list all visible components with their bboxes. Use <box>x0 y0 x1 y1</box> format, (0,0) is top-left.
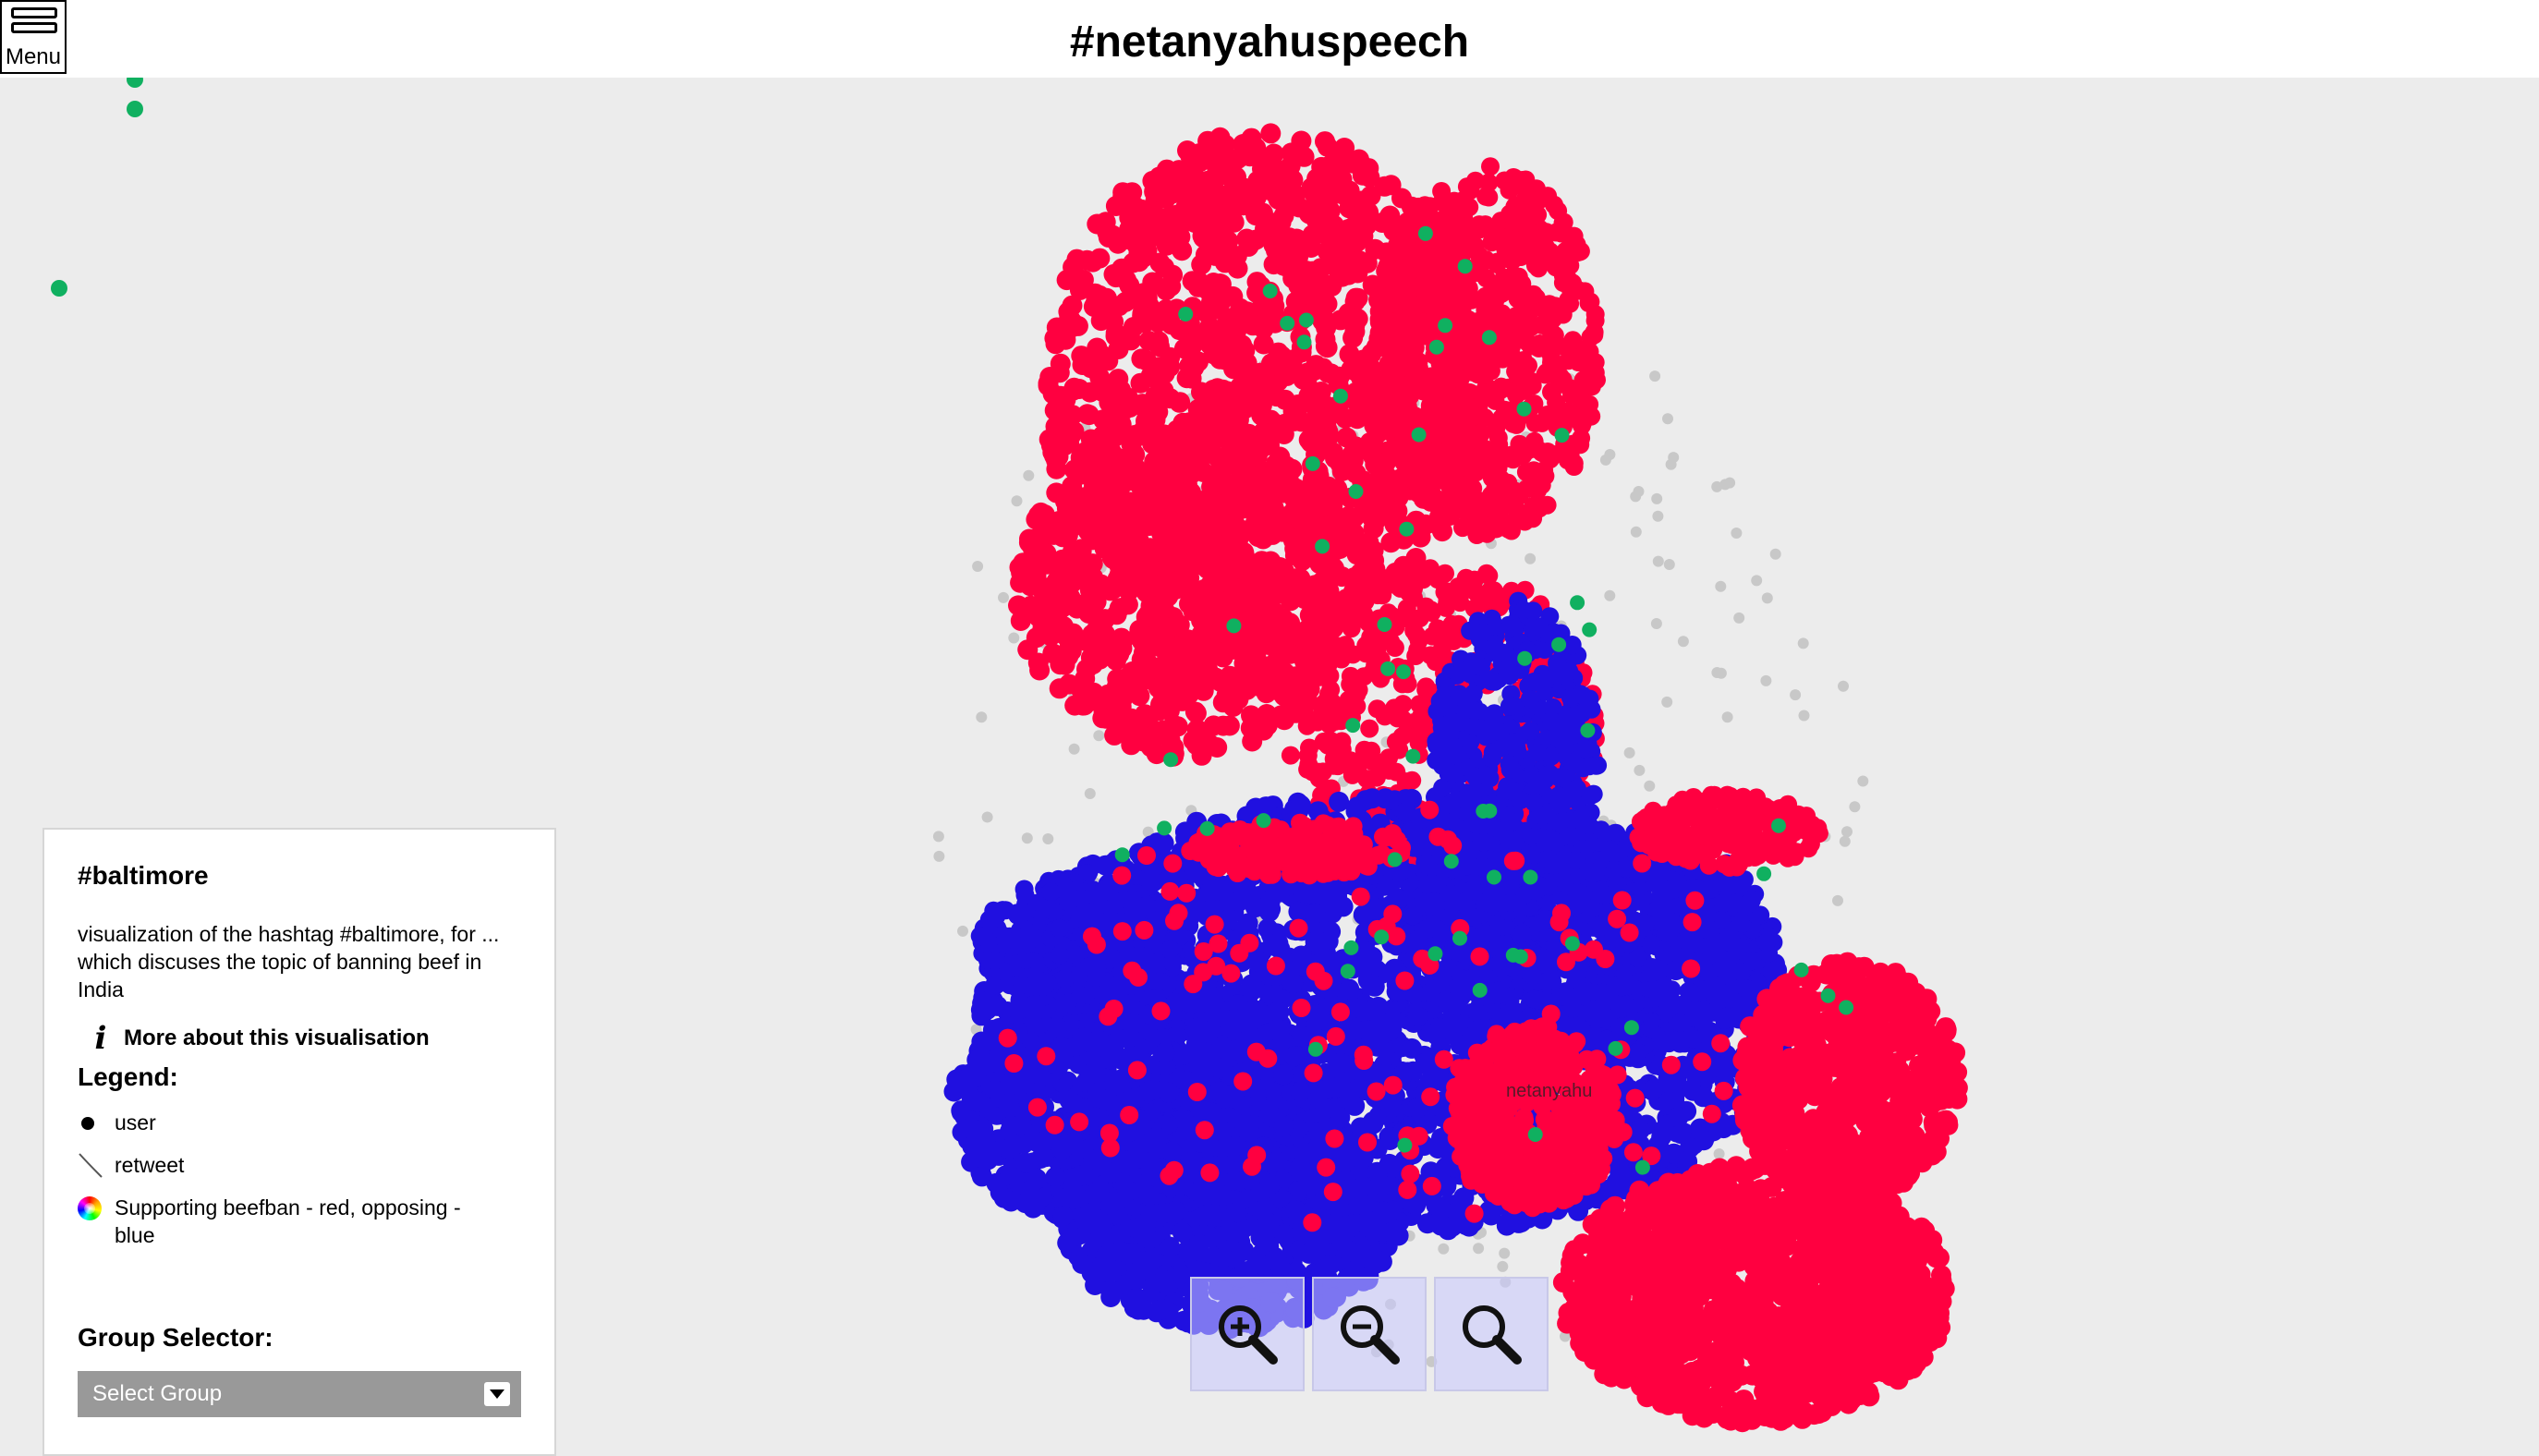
node-cluster <box>1552 1154 1955 1433</box>
top-bar: #netanyahuspeech <box>0 0 2539 78</box>
group-selector-title: Group Selector: <box>78 1323 273 1352</box>
node-cluster <box>970 869 1190 1016</box>
legend-label: retweet <box>115 1153 185 1177</box>
hamburger-icon <box>11 7 57 37</box>
group-select-value: Select Group <box>92 1381 223 1406</box>
page-title: #netanyahuspeech <box>1069 18 1470 67</box>
node-cluster <box>1427 591 1608 924</box>
legend-label: Supporting beefban - red, opposing - blu… <box>115 1195 461 1247</box>
panel-title: #baltimore <box>78 861 209 890</box>
node-cluster <box>1307 803 1854 1175</box>
node-cluster <box>1114 225 1598 979</box>
zoom-out-icon <box>1341 1305 1400 1365</box>
graph-node <box>51 280 67 297</box>
color-wheel-icon <box>78 1194 115 1221</box>
menu-button[interactable]: Menu <box>0 0 67 74</box>
info-panel: #baltimore visualization of the hashtag … <box>43 828 556 1456</box>
more-info-link[interactable]: i More about this visualisation <box>78 1020 430 1057</box>
zoom-fit-icon <box>1463 1305 1522 1365</box>
node-cluster <box>998 800 1781 1232</box>
more-info-label: More about this visualisation <box>124 1025 430 1050</box>
zoom-reset-button[interactable] <box>1434 1277 1549 1391</box>
zoom-in-button[interactable] <box>1190 1277 1305 1391</box>
legend-label: user <box>115 1110 156 1134</box>
node-cluster <box>1368 157 1606 544</box>
legend-item-retweet: retweet <box>78 1151 184 1179</box>
graph-node-label: netanyahu <box>1506 1081 1593 1101</box>
group-select[interactable]: Select Group <box>78 1371 521 1417</box>
edge-icon <box>78 1151 115 1179</box>
menu-label: Menu <box>5 44 62 69</box>
legend-item-color: Supporting beefban - red, opposing - blu… <box>78 1194 503 1249</box>
info-icon: i <box>94 1020 107 1057</box>
panel-description: visualization of the hashtag #baltimore,… <box>78 922 500 1001</box>
zoom-in-icon <box>1219 1305 1278 1365</box>
zoom-out-button[interactable] <box>1312 1277 1427 1391</box>
graph-node <box>127 101 143 117</box>
chevron-down-icon <box>484 1382 510 1406</box>
node-cluster <box>1629 785 1828 877</box>
node-cluster <box>1008 419 1355 767</box>
dot-icon <box>78 1109 115 1136</box>
legend-title: Legend: <box>78 1062 178 1091</box>
legend-item-user: user <box>78 1109 156 1136</box>
